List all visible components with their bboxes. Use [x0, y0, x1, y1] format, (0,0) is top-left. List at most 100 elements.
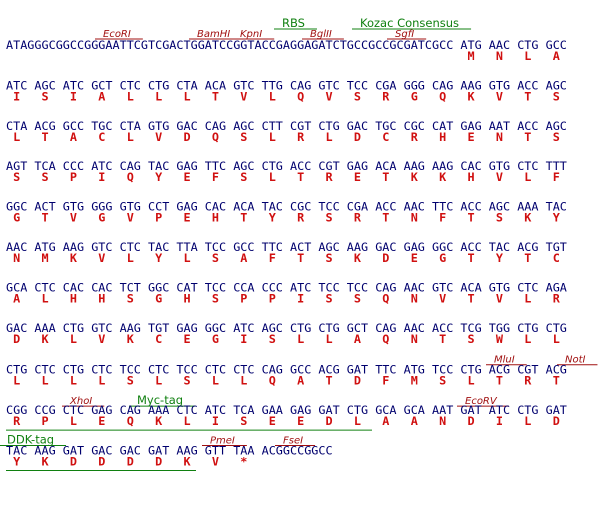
- amino-acid: D: [127, 455, 134, 469]
- site-label: BglII: [310, 29, 332, 40]
- amino-acid: S: [553, 89, 560, 103]
- dna-sequence: ATAGGGCGGCCGGGAATTCGTCGACTGGATCCGGTACCGA…: [6, 38, 567, 52]
- amino-acid: I: [212, 414, 219, 428]
- amino-acid: L: [13, 130, 20, 144]
- amino-acid: R: [297, 211, 305, 225]
- amino-acid: F: [382, 374, 389, 388]
- amino-acid: H: [439, 130, 446, 144]
- amino-acid: V: [496, 170, 503, 184]
- amino-acid: E: [411, 251, 418, 265]
- amino-acid: P: [269, 291, 276, 305]
- amino-acid: L: [553, 332, 560, 346]
- amino-acid: N: [496, 49, 503, 63]
- amino-acid: E: [354, 170, 361, 184]
- amino-acid: A: [553, 49, 560, 63]
- amino-acid: L: [127, 89, 134, 103]
- amino-acid: L: [183, 251, 190, 265]
- amino-acid: T: [467, 291, 474, 305]
- amino-acid: S: [240, 130, 247, 144]
- amino-acid: Q: [439, 89, 446, 103]
- amino-acid: F: [553, 170, 560, 184]
- amino-acid: V: [439, 291, 446, 305]
- amino-acid: K: [411, 170, 419, 184]
- amino-acid: A: [240, 251, 247, 265]
- dna-sequence: GAC AAA CTG GTC AAG TGT GAG GGC ATC AGC …: [6, 321, 567, 335]
- amino-acid: C: [553, 251, 560, 265]
- amino-acid: T: [524, 251, 531, 265]
- amino-acid: R: [13, 414, 21, 428]
- amino-acid: K: [467, 89, 475, 103]
- amino-acid: S: [183, 374, 190, 388]
- amino-acid: K: [127, 332, 135, 346]
- amino-acid: L: [155, 374, 162, 388]
- amino-acid: L: [127, 251, 134, 265]
- amino-acid: K: [41, 332, 49, 346]
- amino-acid: D: [467, 414, 474, 428]
- amino-acid: P: [240, 291, 247, 305]
- dna-sequence: ATC AGC ATC GCT CTC CTG CTA ACA GTC TTG …: [6, 78, 567, 92]
- amino-acid: Q: [382, 332, 389, 346]
- amino-acid: A: [98, 89, 105, 103]
- amino-acid: M: [467, 49, 474, 63]
- amino-acid: V: [70, 211, 77, 225]
- amino-acid: K: [183, 455, 191, 469]
- amino-acid: D: [354, 130, 361, 144]
- amino-acid: L: [70, 332, 77, 346]
- site-label: EcoRV: [465, 396, 498, 407]
- amino-acid: K: [439, 170, 447, 184]
- amino-acid: R: [325, 170, 333, 184]
- amino-acid: N: [13, 251, 20, 265]
- amino-acid: D: [354, 374, 361, 388]
- amino-acid: E: [98, 414, 105, 428]
- site-label: EcoRI: [103, 29, 131, 40]
- amino-acid: G: [155, 291, 162, 305]
- amino-acid: V: [98, 332, 105, 346]
- amino-acid: I: [98, 170, 105, 184]
- amino-acid: N: [411, 291, 418, 305]
- amino-acid: L: [524, 291, 531, 305]
- amino-acid: Y: [496, 251, 504, 265]
- amino-acid: S: [127, 291, 134, 305]
- amino-acid: Q: [297, 89, 304, 103]
- amino-acid: V: [325, 89, 332, 103]
- amino-acid: T: [325, 374, 332, 388]
- amino-acid: S: [41, 170, 48, 184]
- amino-acid: I: [496, 414, 503, 428]
- amino-acid: V: [240, 89, 247, 103]
- amino-acid: T: [41, 211, 48, 225]
- amino-acid: L: [70, 374, 77, 388]
- dna-sequence: GCA CTC CAC CAC TCT GGC CAT TCC CCA CCC …: [6, 280, 567, 294]
- amino-acid: T: [382, 211, 389, 225]
- amino-acid: D: [183, 130, 190, 144]
- amino-acid: H: [183, 291, 190, 305]
- amino-acid: T: [41, 130, 48, 144]
- amino-acid: S: [240, 170, 247, 184]
- amino-acid: Q: [269, 374, 276, 388]
- amino-acid: G: [98, 211, 105, 225]
- amino-acid: F: [212, 170, 219, 184]
- amino-acid: S: [439, 374, 446, 388]
- amino-acid: T: [467, 211, 474, 225]
- amino-acid: F: [439, 211, 446, 225]
- amino-acid: S: [496, 211, 503, 225]
- amino-acid: F: [269, 251, 276, 265]
- amino-acid: H: [98, 291, 105, 305]
- amino-acid: R: [297, 130, 305, 144]
- amino-acid: T: [297, 170, 304, 184]
- amino-acid: R: [411, 130, 419, 144]
- amino-acid: S: [325, 211, 332, 225]
- amino-acid: L: [240, 374, 247, 388]
- amino-acid: K: [524, 211, 532, 225]
- dna-sequence: TAC AAG GAT GAC GAC GAT AAG GTT TAA ACGG…: [6, 444, 333, 458]
- amino-acid: *: [240, 455, 247, 469]
- amino-acid: L: [155, 89, 162, 103]
- amino-acid: T: [496, 374, 503, 388]
- amino-acid: H: [212, 211, 219, 225]
- dna-sequence: AGT TCA CCC ATC CAG TAC GAG TTC AGC CTG …: [6, 159, 567, 173]
- amino-acid: L: [269, 89, 276, 103]
- amino-acid: I: [70, 89, 77, 103]
- amino-acid: L: [212, 374, 219, 388]
- tag-label: Myc-tag: [137, 393, 183, 407]
- amino-acid: T: [524, 130, 531, 144]
- amino-acid: R: [354, 211, 362, 225]
